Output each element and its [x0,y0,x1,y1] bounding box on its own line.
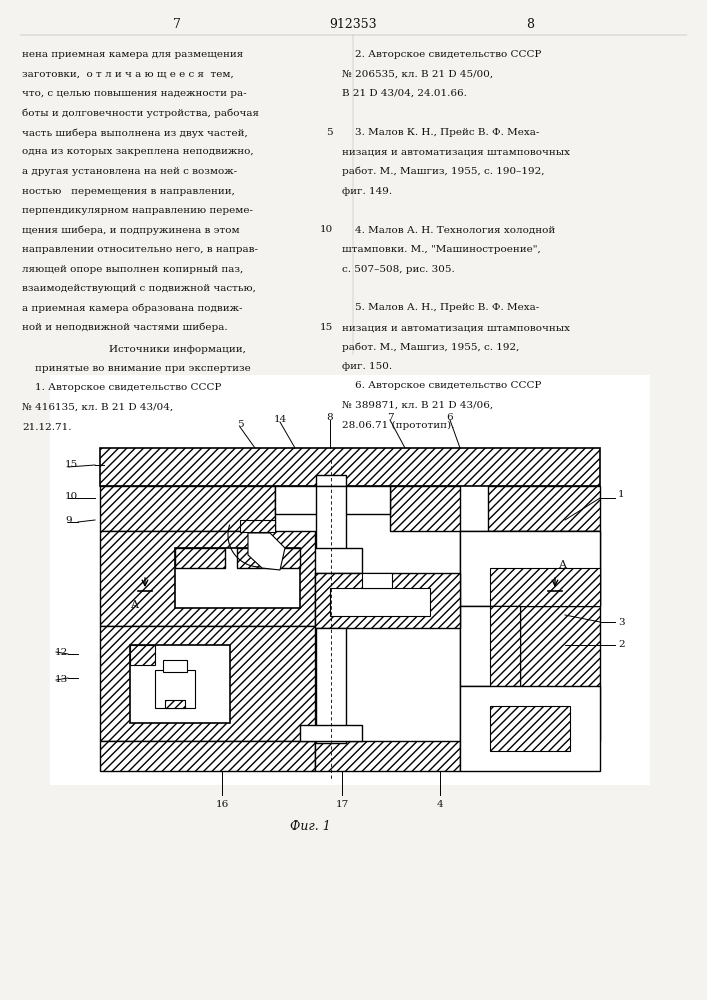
Text: низация и автоматизация штамповочных: низация и автоматизация штамповочных [342,323,570,332]
Bar [100,741,315,771]
Bar [240,520,275,532]
Bar [100,486,275,531]
Bar [130,645,155,665]
Text: часть шибера выполнена из двух частей,: часть шибера выполнена из двух частей, [22,128,247,137]
Text: ностью   перемещения в направлении,: ностью перемещения в направлении, [22,186,235,196]
Text: 912353: 912353 [329,18,377,31]
Text: 3: 3 [618,618,624,627]
Text: 3. Малов К. Н., Прейс В. Ф. Меха-: 3. Малов К. Н., Прейс В. Ф. Меха- [342,128,539,137]
Bar [330,588,430,616]
Text: 2. Авторское свидетельство СССР: 2. Авторское свидетельство СССР [342,50,542,59]
Text: а приемная камера образована подвиж-: а приемная камера образована подвиж- [22,304,243,313]
Bar [315,741,460,771]
Text: 17: 17 [335,800,349,809]
Text: низация и автоматизация штамповочных: низация и автоматизация штамповочных [342,147,570,156]
Text: 7: 7 [173,18,181,31]
Text: 13: 13 [55,675,69,684]
Text: Источники информации,: Источники информации, [109,344,245,354]
Text: принятые во внимание при экспертизе: принятые во внимание при экспертизе [22,364,251,373]
Text: 8: 8 [526,18,534,31]
Bar [300,548,362,573]
Text: 1. Авторское свидетельство СССР: 1. Авторское свидетельство СССР [22,383,221,392]
Text: 4: 4 [437,800,443,809]
Bar [100,531,315,626]
Bar [100,626,315,741]
Bar [315,573,460,628]
Text: работ. М., Машгиз, 1955, с. 190–192,: работ. М., Машгиз, 1955, с. 190–192, [342,167,544,176]
Bar [362,573,392,588]
Text: направлении относительно него, в направ-: направлении относительно него, в направ- [22,245,258,254]
Bar [316,486,346,581]
Text: 2: 2 [618,640,624,649]
Bar [490,568,600,606]
Text: № 389871, кл. B 21 D 43/06,: № 389871, кл. B 21 D 43/06, [342,401,493,410]
Bar [163,660,187,672]
Bar [300,725,362,741]
Bar [175,548,300,608]
Bar [316,628,346,743]
Text: боты и долговечности устройства, рабочая: боты и долговечности устройства, рабочая [22,108,259,118]
Text: 14: 14 [274,415,286,424]
Polygon shape [248,533,285,570]
Bar [316,475,346,486]
Text: одна из которых закреплена неподвижно,: одна из которых закреплена неподвижно, [22,147,254,156]
Text: 21.12.71.: 21.12.71. [22,422,71,432]
Text: штамповки. М., "Машиностроение",: штамповки. М., "Машиностроение", [342,245,541,254]
Text: 5: 5 [237,420,243,429]
Text: 4. Малов А. Н. Технология холодной: 4. Малов А. Н. Технология холодной [342,226,555,234]
Bar [175,548,225,568]
Text: Фиг. 1: Фиг. 1 [290,820,330,833]
Bar [490,706,570,751]
Text: что, с целью повышения надежности ра-: что, с целью повышения надежности ра- [22,89,247,98]
Text: 5: 5 [327,128,333,137]
Text: щения шибера, и подпружинена в этом: щения шибера, и подпружинена в этом [22,226,240,235]
Text: 9: 9 [65,516,71,525]
Bar [237,548,300,568]
Text: взаимодействующий с подвижной частью,: взаимодействующий с подвижной частью, [22,284,256,293]
Bar [130,645,230,723]
Bar [460,686,600,771]
Text: 10: 10 [320,226,333,234]
Text: 15: 15 [320,323,333,332]
Bar [155,670,195,708]
Text: перпендикулярном направлению переме-: перпендикулярном направлению переме- [22,206,253,215]
Bar [490,606,520,686]
Text: 10: 10 [65,492,78,501]
Text: заготовки,  о т л и ч а ю щ е е с я  тем,: заготовки, о т л и ч а ю щ е е с я тем, [22,70,234,79]
Bar [460,531,600,741]
Text: ной и неподвижной частями шибера.: ной и неподвижной частями шибера. [22,323,228,332]
Bar [390,486,460,531]
Text: A: A [130,600,138,610]
Text: № 416135, кл. B 21 D 43/04,: № 416135, кл. B 21 D 43/04, [22,403,173,412]
Text: 7: 7 [387,413,393,422]
Text: 6. Авторское свидетельство СССР: 6. Авторское свидетельство СССР [342,381,542,390]
Text: A: A [558,560,566,570]
Text: нена приемная камера для размещения: нена приемная камера для размещения [22,50,243,59]
Bar [50,375,650,785]
Bar [460,606,520,686]
Text: 6: 6 [447,413,453,422]
Text: 5. Малов А. Н., Прейс В. Ф. Меха-: 5. Малов А. Н., Прейс В. Ф. Меха- [342,304,539,312]
Bar [275,486,390,514]
Text: а другая установлена на ней с возмож-: а другая установлена на ней с возмож- [22,167,237,176]
Text: 1: 1 [618,490,624,499]
Text: 8: 8 [327,413,333,422]
Text: 28.06.71 (прототип).: 28.06.71 (прототип). [342,420,455,430]
Text: фиг. 150.: фиг. 150. [342,362,392,371]
Text: 15: 15 [65,460,78,469]
Text: 16: 16 [216,800,228,809]
Bar [165,700,185,708]
Text: с. 507–508, рис. 305.: с. 507–508, рис. 305. [342,264,455,273]
Text: № 206535, кл. B 21 D 45/00,: № 206535, кл. B 21 D 45/00, [342,70,493,79]
Bar [488,486,600,531]
Bar [460,531,600,606]
Text: фиг. 149.: фиг. 149. [342,186,392,196]
Text: работ. М., Машгиз, 1955, с. 192,: работ. М., Машгиз, 1955, с. 192, [342,342,520,352]
Text: ляющей опоре выполнен копирный паз,: ляющей опоре выполнен копирный паз, [22,264,243,273]
Text: 12: 12 [55,648,69,657]
Bar [100,448,600,486]
Text: B 21 D 43/04, 24.01.66.: B 21 D 43/04, 24.01.66. [342,89,467,98]
